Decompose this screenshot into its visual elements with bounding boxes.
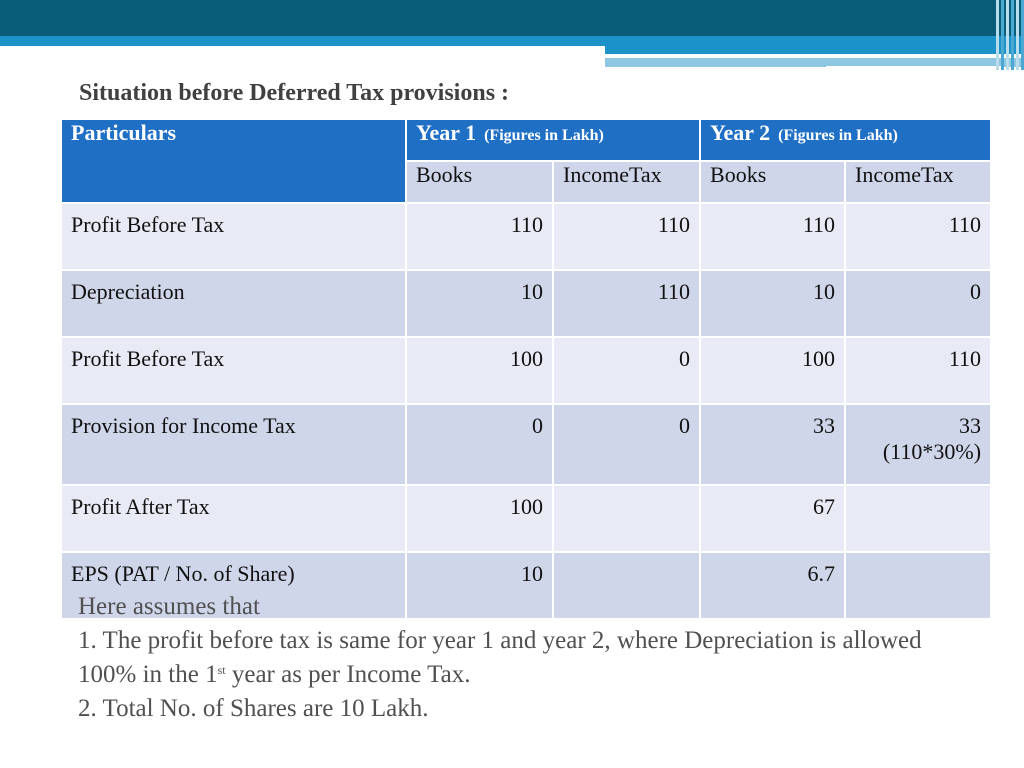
assumptions-notes: Here assumes that 1. The profit before t… <box>78 590 978 726</box>
year1-note: (Figures in Lakh) <box>484 127 604 144</box>
particulars-header: Particulars <box>60 118 407 204</box>
table-row: Profit After Tax 100 67 <box>60 484 993 553</box>
note-1-text-end: year as per Income Tax. <box>225 661 471 688</box>
cell-year1-incometax: 0 <box>551 336 702 405</box>
header-band-blue <box>0 36 1024 46</box>
cell-year2-incometax: 33 (110*30%) <box>844 403 993 486</box>
row-label: Profit Before Tax <box>60 202 407 271</box>
table-row: Depreciation 10 110 10 0 <box>60 269 993 338</box>
header-strip <box>605 46 1024 54</box>
cell-year1-books: 110 <box>405 202 554 271</box>
cell-year2-books: 33 <box>699 403 847 486</box>
table-row: Profit Before Tax 110 110 110 110 <box>60 202 993 271</box>
cell-year1-incometax <box>551 484 702 553</box>
row-label: Provision for Income Tax <box>60 403 407 486</box>
subheader-year2-incometax: IncomeTax <box>844 160 993 204</box>
cell-year2-incometax: 110 <box>844 202 993 271</box>
cell-year2-books: 100 <box>699 336 847 405</box>
subheader-year2-books: Books <box>699 160 847 204</box>
header-strip-light <box>605 58 1024 67</box>
cell-year1-books: 10 <box>405 551 554 620</box>
row-label: EPS (PAT / No. of Share) <box>60 551 407 620</box>
row-label: Depreciation <box>60 269 407 338</box>
year2-note: (Figures in Lakh) <box>778 127 898 144</box>
cell-year1-incometax <box>551 551 702 620</box>
header-band-dark <box>0 0 1024 36</box>
header-accent-line <box>826 66 1004 69</box>
cell-calculation-note: (110*30%) <box>882 439 982 464</box>
cell-year1-incometax: 110 <box>551 269 702 338</box>
note-item-1: 1. The profit before tax is same for yea… <box>78 624 978 692</box>
table-row: EPS (PAT / No. of Share) 10 6.7 <box>60 551 993 620</box>
row-label: Profit After Tax <box>60 484 407 553</box>
cell-value: 33 <box>959 413 982 438</box>
table-row: Profit Before Tax 100 0 100 110 <box>60 336 993 405</box>
cell-year2-incometax <box>844 551 993 620</box>
cell-year2-books: 67 <box>699 484 847 553</box>
year1-header: Year 1 (Figures in Lakh) <box>404 118 702 162</box>
note-1-superscript: st <box>217 663 226 677</box>
cell-year2-incometax: 110 <box>844 336 993 405</box>
subheader-year1-incometax: IncomeTax <box>551 160 702 204</box>
cell-year1-incometax: 110 <box>551 202 702 271</box>
year1-label: Year 1 <box>416 120 477 145</box>
cell-year1-books: 10 <box>405 269 554 338</box>
year2-header: Year 2 (Figures in Lakh) <box>699 118 993 162</box>
cell-year2-books: 10 <box>699 269 847 338</box>
cell-year1-incometax: 0 <box>551 403 702 486</box>
subheader-year1-books: Books <box>405 160 554 204</box>
cell-year2-incometax: 0 <box>844 269 993 338</box>
header-vertical-lines <box>992 0 1024 70</box>
note-item-2: 2. Total No. of Shares are 10 Lakh. <box>78 695 429 722</box>
table-row: Provision for Income Tax 0 0 33 33 (110*3… <box>60 403 993 486</box>
notes-intro: Here assumes that <box>78 593 260 620</box>
note-1-text: 1. The profit before tax is same for yea… <box>78 627 922 688</box>
header-accent-line <box>612 56 948 58</box>
tax-table: Particulars Year 1 (Figures in Lakh) Year… <box>60 118 993 620</box>
row-label: Profit Before Tax <box>60 336 407 405</box>
cell-year1-books: 0 <box>405 403 554 486</box>
slide-title: Situation before Deferred Tax provisions… <box>79 80 510 106</box>
year2-label: Year 2 <box>710 120 771 145</box>
cell-year2-books: 6.7 <box>699 551 847 620</box>
cell-year2-incometax <box>844 484 993 553</box>
cell-year1-books: 100 <box>405 336 554 405</box>
cell-year2-books: 110 <box>699 202 847 271</box>
cell-year1-books: 100 <box>405 484 554 553</box>
